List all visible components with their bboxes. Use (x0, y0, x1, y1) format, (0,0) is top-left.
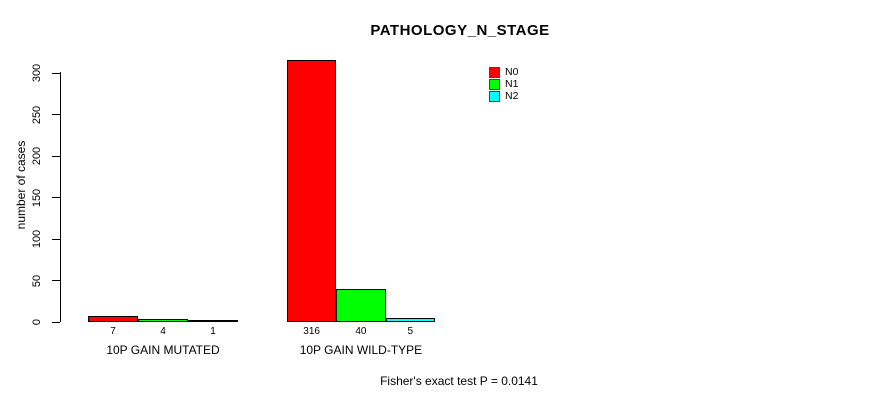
fisher-test-annotation: Fisher's exact test P = 0.0141 (380, 374, 538, 388)
legend-swatch (489, 91, 500, 102)
y-tick (52, 155, 60, 157)
legend-label: N0 (505, 66, 519, 78)
y-tick-label: 50 (31, 274, 43, 287)
chart-title: PATHOLOGY_N_STAGE (370, 22, 550, 39)
bar-value-label: 1 (210, 326, 216, 337)
x-category-label: 10P GAIN WILD-TYPE (299, 343, 423, 357)
y-tick-label: 300 (31, 63, 43, 83)
legend-swatch (489, 79, 500, 90)
bar (138, 318, 188, 322)
bar-value-label: 7 (110, 326, 116, 337)
y-axis-label: number of cases (14, 140, 28, 230)
y-tick (52, 197, 60, 198)
y-tick (52, 280, 60, 281)
bar (188, 320, 238, 322)
bar-value-label: 316 (303, 326, 320, 337)
legend-label: N1 (505, 78, 519, 90)
x-category-label: 10P GAIN MUTATED (106, 343, 220, 357)
bar-value-label: 5 (407, 326, 414, 337)
legend-label: N2 (505, 90, 519, 102)
y-tick (52, 321, 60, 323)
y-tick-label: 150 (31, 188, 43, 207)
y-axis-line (60, 72, 61, 322)
bar (336, 288, 386, 322)
y-tick-label: 200 (31, 146, 43, 166)
bar (88, 316, 138, 322)
y-tick-label: 250 (31, 105, 43, 124)
y-tick (52, 72, 60, 74)
bar (287, 59, 337, 322)
y-tick-label: 0 (31, 318, 43, 326)
y-tick (52, 114, 60, 115)
bar-value-label: 4 (160, 326, 166, 337)
bar (385, 317, 435, 322)
y-tick (52, 238, 60, 240)
legend-swatch (489, 67, 500, 78)
y-tick-label: 100 (31, 229, 43, 249)
bar-value-label: 40 (355, 326, 367, 337)
